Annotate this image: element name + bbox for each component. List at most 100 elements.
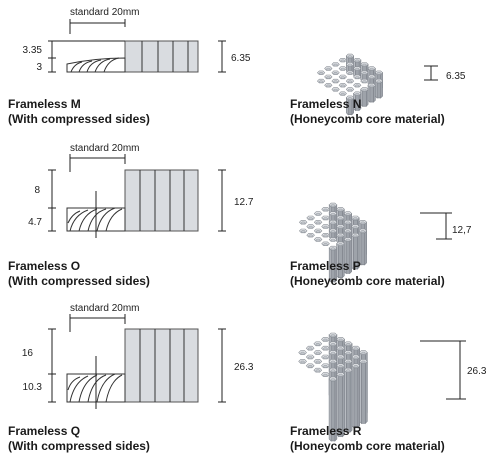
dimension-upper: 16 [22,348,34,359]
honeycomb-cell [347,97,353,100]
honeycomb-cell [333,80,339,83]
honeycomb-cell [333,72,339,75]
honeycomb-cell [333,63,339,67]
honeycomb-cell [361,63,367,67]
honeycomb-cell [315,369,321,373]
honeycomb-cell [330,334,336,338]
dimension-lower: 4.7 [28,217,42,228]
honeycomb-cell [361,72,367,75]
honeycomb-cell [347,88,353,92]
honeycomb-cell [345,238,351,242]
honeycomb-cell [300,230,306,233]
honeycomb-cell [345,342,351,346]
honeycomb-cell [308,217,314,220]
dimension-upper: 3.35 [23,45,43,56]
honeycomb-cell [315,360,321,364]
standard-width-label: standard 20mm [70,7,139,18]
dimension-lower: 10.3 [23,382,43,393]
panel-title: Frameless P [290,259,361,273]
honeycomb-cell [361,80,367,83]
honeycomb-cell [337,217,344,220]
honeycomb-cell [345,360,351,364]
panel-n-height-dimension: 6.35 [424,65,466,82]
panel-subtitle: (Honeycomb core material) [290,439,445,453]
honeycomb-cell [338,338,344,342]
panel-title: Frameless M [8,97,81,111]
dimension-total: 12.7 [234,197,254,208]
honeycomb-cell [369,67,375,71]
panel-r-height-dimension: 26.3 [420,340,487,400]
honeycomb-cell [369,84,375,88]
standard-width-label: standard 20mm [70,303,139,314]
dimension-upper: 8 [34,185,40,196]
honeycomb-cell [330,204,336,207]
panel-title: Frameless O [8,259,81,273]
honeycomb-core-block [124,328,199,403]
honeycomb-cell [340,76,346,79]
honeycomb-cell [337,208,344,212]
honeycomb-cell [361,363,366,424]
honeycomb-cell [337,243,344,246]
panel-p-height-dimension: 12,7 [420,212,472,240]
honeycomb-cell [352,217,358,220]
honeycomb-cell [318,80,324,83]
honeycomb-cell [347,55,353,58]
honeycomb-cell [360,221,366,225]
honeycomb-cell [340,84,346,88]
caption-m: Frameless M (With compressed sides) [8,97,150,127]
honeycomb-cell [376,80,382,83]
honeycomb-cell [330,360,336,364]
honeycomb-cell [307,356,313,360]
compressed-edge [66,57,126,73]
honeycomb-cell [322,347,328,351]
honeycomb-cell [325,84,331,88]
compressed-edge [66,356,126,409]
honeycomb-cell [300,221,306,225]
panel-title: Frameless N [290,97,362,111]
honeycomb-cell [322,234,329,238]
honeycomb-cell [337,225,344,229]
panel-p-honeycomb [298,202,368,283]
honeycomb-cell [338,347,344,351]
honeycomb-cell [340,59,346,63]
dimension-lower: 3 [36,62,42,73]
honeycomb-cell [330,378,336,382]
honeycomb-cell [338,356,344,360]
honeycomb-cell [347,80,353,83]
honeycomb-cell [308,225,314,229]
honeycomb-cell [315,230,321,233]
honeycomb-cell [330,342,336,346]
panel-title: Frameless Q [8,424,81,438]
panel-n-honeycomb [316,53,384,116]
honeycomb-cell [300,351,306,355]
honeycomb-cell [347,72,353,75]
honeycomb-cell [330,212,336,216]
honeycomb-cell [322,338,328,342]
honeycomb-cell [345,351,351,355]
honeycomb-cell [354,76,360,79]
honeycomb-cell [315,351,321,355]
honeycomb-cell [353,367,359,429]
honeycomb-cell [318,72,324,75]
panel-subtitle: (With compressed sides) [8,274,150,288]
panel-m-cross-section: standard 20mm [23,7,251,73]
honeycomb-cell [322,243,329,246]
compressed-edge [66,191,126,238]
honeycomb-cell [322,208,329,212]
panel-q-cross-section: standard 20mm [22,303,254,409]
standard-width-label: standard 20mm [70,143,139,154]
honeycomb-cell [345,212,351,216]
panel-subtitle: (With compressed sides) [8,439,150,453]
panel-o-cross-section: standard 20mm [28,143,254,238]
honeycomb-cell [353,356,359,360]
honeycomb-cell [347,63,353,67]
honeycomb-cell [353,347,359,351]
panel-subtitle: (Honeycomb core material) [290,112,445,126]
honeycomb-cell [361,88,367,92]
dimension-total: 26.3 [234,362,254,373]
panel-r-honeycomb [298,332,368,442]
honeycomb-cell [330,221,336,225]
honeycomb-core-block [124,40,199,73]
dimension-height: 6.35 [446,71,466,82]
